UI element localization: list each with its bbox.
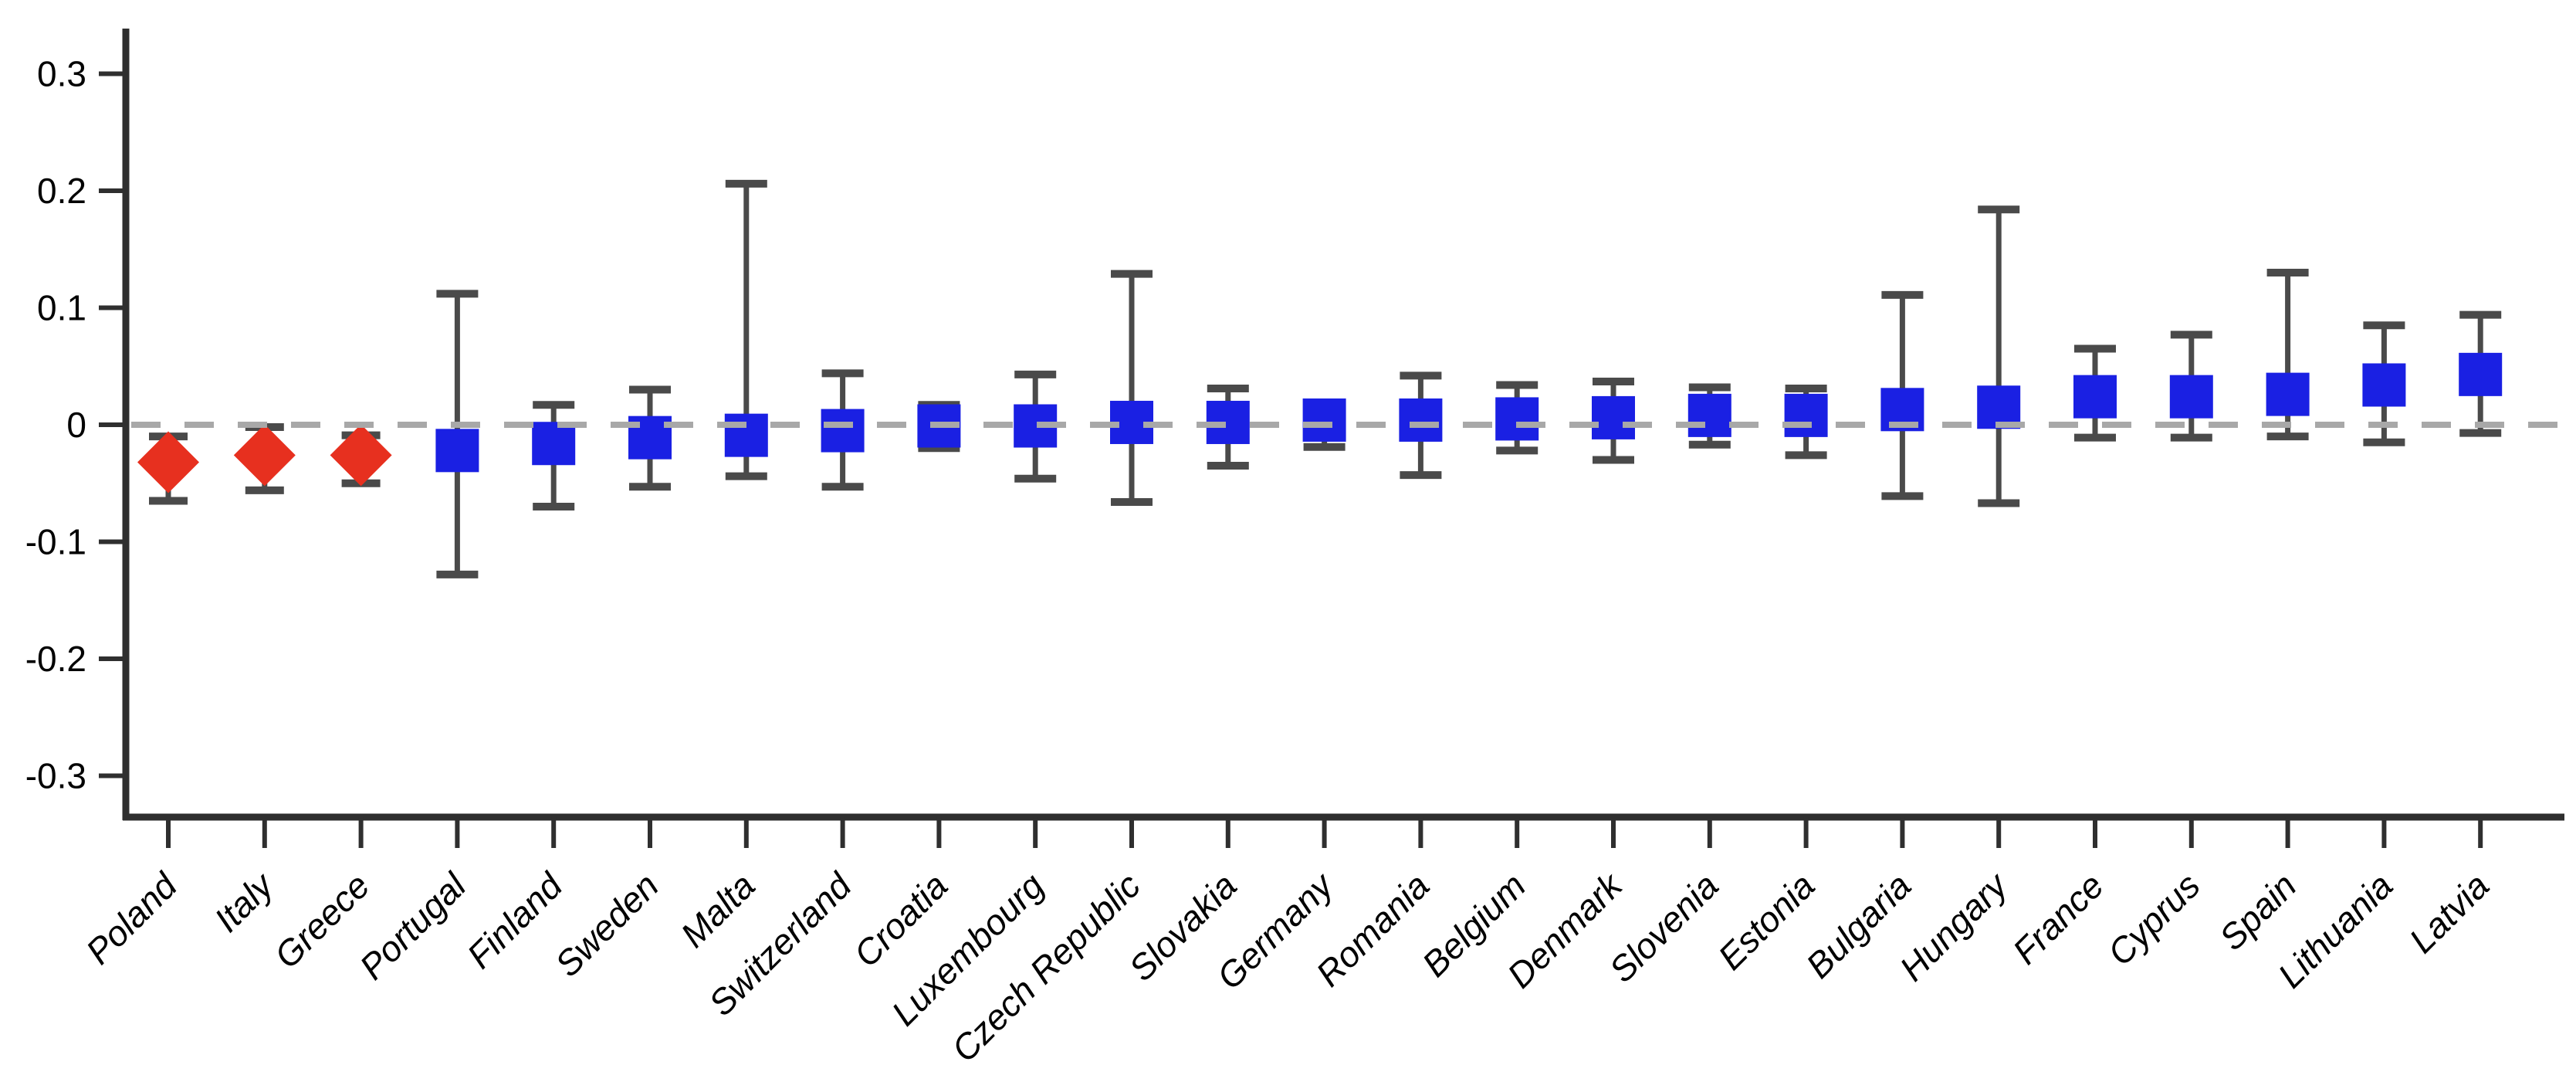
marker-square-estonia bbox=[1784, 393, 1828, 437]
y-tick-label--0.2: -0.2 bbox=[25, 639, 86, 679]
x-label-france: France bbox=[2005, 865, 2111, 972]
x-label-sweden: Sweden bbox=[547, 865, 666, 984]
point-italy bbox=[233, 423, 296, 494]
point-estonia bbox=[1784, 385, 1828, 460]
point-cyprus bbox=[2169, 331, 2213, 442]
marker-square-finland bbox=[532, 422, 576, 466]
marker-square-latvia bbox=[2459, 352, 2503, 396]
point-poland bbox=[137, 431, 199, 505]
y-tick-label-0.3: 0.3 bbox=[37, 54, 86, 94]
marker-square-france bbox=[2073, 375, 2117, 419]
point-lithuania bbox=[2362, 321, 2406, 446]
marker-square-germany bbox=[1302, 398, 1346, 442]
point-switzerland bbox=[821, 369, 865, 491]
x-label-portugal: Portugal bbox=[352, 864, 475, 987]
x-label-spain: Spain bbox=[2212, 865, 2304, 958]
point-slovenia bbox=[1687, 383, 1731, 449]
point-belgium bbox=[1495, 381, 1539, 455]
marker-square-slovenia bbox=[1687, 393, 1731, 437]
point-france bbox=[2073, 344, 2117, 442]
point-denmark bbox=[1592, 377, 1635, 464]
marker-diamond-greece bbox=[330, 424, 392, 487]
point-hungary bbox=[1977, 205, 2021, 507]
marker-diamond-poland bbox=[137, 431, 199, 494]
x-label-slovenia: Slovenia bbox=[1601, 865, 1726, 990]
marker-square-cyprus bbox=[2169, 375, 2213, 419]
marker-square-denmark bbox=[1592, 395, 1635, 439]
marker-square-portugal bbox=[435, 429, 479, 473]
point-romania bbox=[1399, 371, 1443, 480]
y-tick-label--0.3: -0.3 bbox=[25, 756, 86, 796]
marker-square-spain bbox=[2266, 372, 2310, 416]
marker-diamond-italy bbox=[233, 424, 296, 487]
point-bulgaria bbox=[1880, 290, 1924, 500]
marker-square-malta bbox=[724, 413, 768, 457]
point-portugal bbox=[435, 290, 479, 578]
point-malta bbox=[724, 179, 768, 480]
y-tick-label-0.2: 0.2 bbox=[37, 171, 86, 211]
point-sweden bbox=[628, 385, 672, 491]
marker-square-belgium bbox=[1495, 397, 1539, 441]
point-czech-republic bbox=[1110, 270, 1153, 506]
y-tick-label-0.1: 0.1 bbox=[37, 288, 86, 328]
x-label-malta: Malta bbox=[673, 865, 763, 955]
x-label-italy: Italy bbox=[206, 863, 283, 940]
point-latvia bbox=[2459, 310, 2503, 437]
marker-square-lithuania bbox=[2362, 363, 2406, 407]
x-label-poland: Poland bbox=[78, 864, 185, 972]
point-spain bbox=[2266, 269, 2310, 441]
marker-square-switzerland bbox=[821, 409, 865, 453]
marker-square-romania bbox=[1399, 398, 1443, 442]
marker-square-hungary bbox=[1977, 385, 2021, 429]
x-label-hungary: Hungary bbox=[1892, 863, 2017, 989]
x-label-latvia: Latvia bbox=[2402, 865, 2497, 961]
point-finland bbox=[532, 401, 576, 511]
y-tick-label--0.1: -0.1 bbox=[25, 522, 86, 562]
y-tick-label-0: 0 bbox=[66, 405, 86, 445]
x-label-cyprus: Cyprus bbox=[2100, 865, 2208, 973]
point-greece bbox=[330, 424, 392, 487]
